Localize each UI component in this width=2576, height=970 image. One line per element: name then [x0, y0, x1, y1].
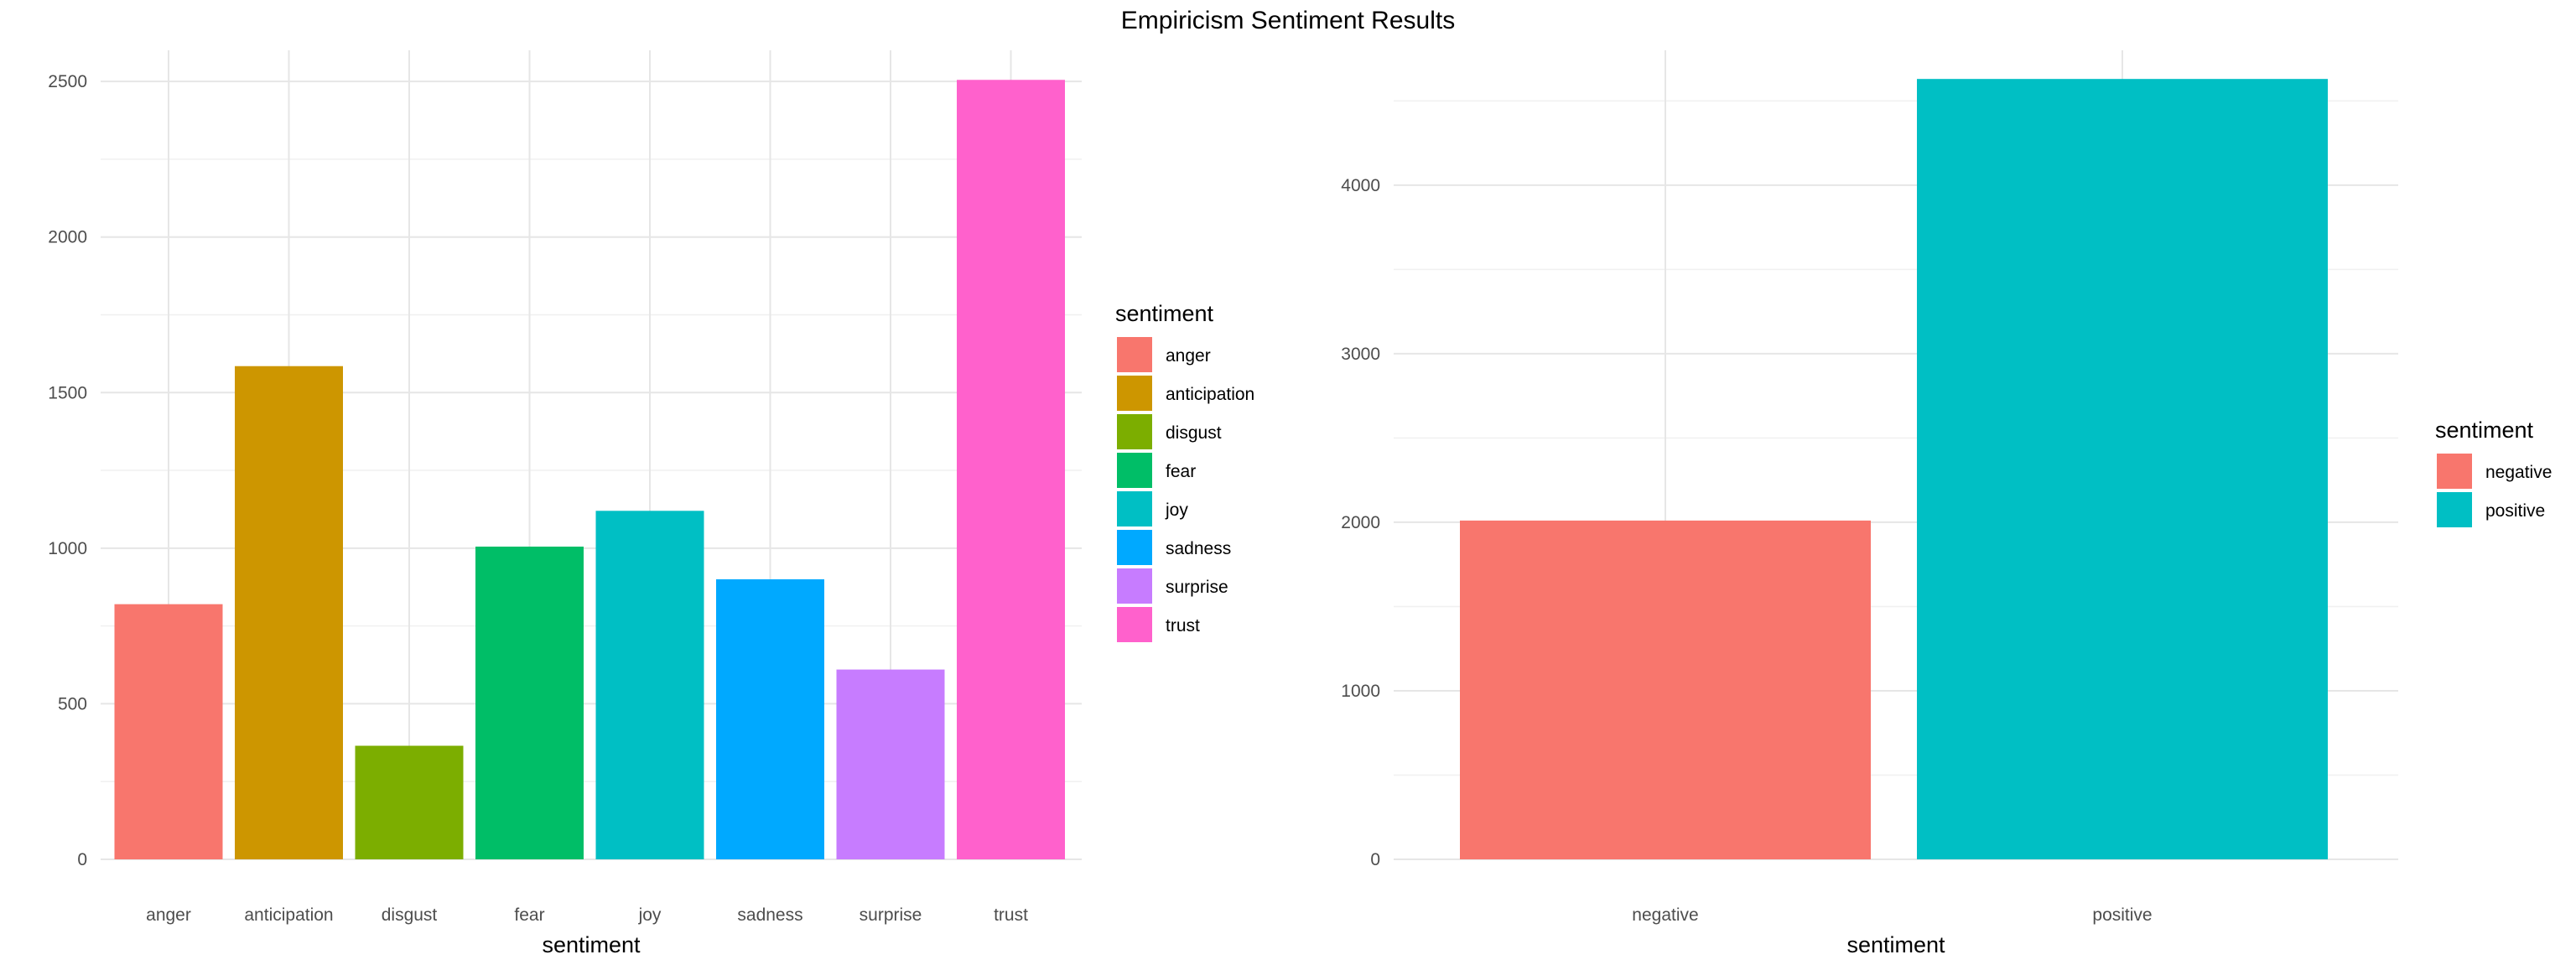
emotion-x-tick-label-disgust: disgust	[382, 905, 438, 925]
emotion-y-tick-label: 2500	[48, 72, 87, 91]
legend-label-positive: positive	[2485, 501, 2545, 521]
bar-negative	[1460, 520, 1871, 859]
bar-disgust	[355, 745, 464, 859]
emotion-x-tick-label-fear: fear	[514, 905, 544, 925]
legend-key-trust	[1117, 607, 1152, 642]
emotion-y-tick-label: 500	[58, 694, 87, 713]
polarity-y-tick-label: 4000	[1341, 176, 1380, 195]
polarity-x-tick-label-negative: negative	[1632, 905, 1698, 925]
emotion-x-tick-label-surprise: surprise	[860, 905, 922, 925]
polarity-y-tick-label: 3000	[1341, 345, 1380, 364]
polarity-legend-title: sentiment	[2435, 418, 2534, 443]
bar-surprise	[836, 669, 945, 859]
legend-key-sadness	[1117, 530, 1152, 565]
emotion-y-tick-label: 2000	[48, 228, 87, 247]
legend-label-anticipation: anticipation	[1166, 385, 1254, 404]
emotion-x-tick-label-anger: anger	[146, 905, 191, 925]
emotion-x-tick-label-anticipation: anticipation	[244, 905, 333, 925]
emotion-legend: sentiment anger anticipation disgust fear joy…	[1115, 301, 1254, 642]
bar-sadness	[716, 578, 824, 859]
emotion-y-tick-label: 0	[77, 850, 87, 869]
legend-label-anger: anger	[1166, 346, 1211, 366]
bar-anticipation	[235, 366, 343, 859]
emotion-legend-title: sentiment	[1115, 301, 1214, 326]
bar-joy	[595, 511, 704, 859]
legend-key-negative	[2437, 454, 2472, 489]
legend-key-positive	[2437, 492, 2472, 527]
polarity-x-axis-title: sentiment	[1846, 932, 1945, 957]
polarity-legend: sentiment negative positive	[2435, 418, 2552, 527]
emotion-chart: 0 500 1000 1500 2000 2500 anger anticipation dis…	[48, 50, 1254, 957]
emotion-y-tick-label: 1000	[48, 539, 87, 558]
emotion-x-tick-label-sadness: sadness	[737, 905, 802, 925]
legend-label-fear: fear	[1166, 462, 1196, 481]
legend-label-sadness: sadness	[1166, 539, 1231, 558]
emotion-x-tick-label-trust: trust	[994, 905, 1028, 925]
legend-label-surprise: surprise	[1166, 578, 1228, 597]
bar-anger	[114, 604, 223, 859]
emotion-x-axis-title: sentiment	[542, 932, 641, 957]
emotion-x-tick-label-joy: joy	[638, 905, 662, 925]
legend-key-disgust	[1117, 414, 1152, 449]
bar-positive	[1917, 79, 2328, 860]
legend-key-joy	[1117, 491, 1152, 526]
figure-title: Empiricism Sentiment Results	[1121, 7, 1455, 34]
legend-key-surprise	[1117, 568, 1152, 604]
legend-key-fear	[1117, 453, 1152, 488]
legend-label-trust: trust	[1166, 616, 1200, 635]
polarity-x-tick-label-positive: positive	[2092, 905, 2152, 925]
bar-trust	[957, 80, 1065, 859]
legend-key-anger	[1117, 337, 1152, 372]
legend-key-anticipation	[1117, 376, 1152, 411]
polarity-y-tick-label: 1000	[1341, 682, 1380, 701]
emotion-y-tick-label: 1500	[48, 383, 87, 402]
legend-label-joy: joy	[1165, 501, 1188, 520]
legend-label-negative: negative	[2485, 463, 2552, 482]
polarity-y-tick-label: 2000	[1341, 513, 1380, 532]
polarity-y-tick-label: 0	[1370, 850, 1380, 869]
bar-fear	[475, 546, 584, 859]
legend-label-disgust: disgust	[1166, 423, 1222, 443]
